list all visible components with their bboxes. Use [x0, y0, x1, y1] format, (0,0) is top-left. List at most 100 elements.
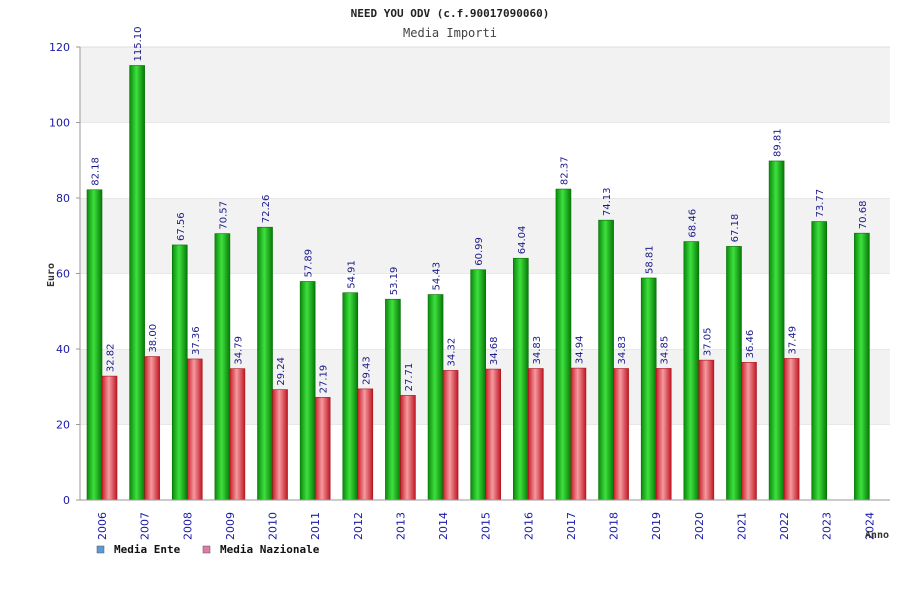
- data-label: 58.81: [645, 245, 656, 274]
- value-labels: 82.18 32.82 115.10 38.00 67.56 37.36 70.57 34.7…: [91, 26, 869, 393]
- bar-media-ente-2014: [427, 294, 444, 501]
- y-tick-label: 20: [56, 419, 70, 432]
- x-tick-label: 2023: [821, 512, 834, 540]
- bar-media-ente-2006: [86, 189, 103, 501]
- y-tick-label: 120: [49, 41, 70, 54]
- data-label: 27.19: [319, 365, 330, 394]
- bar-media-nazionale-2011: [314, 397, 331, 501]
- data-label: 34.68: [489, 336, 500, 365]
- data-label: 29.24: [276, 357, 287, 386]
- legend-swatch-media-nazionale: [202, 545, 211, 554]
- bar-media-ente-2016: [513, 257, 529, 501]
- bar-media-ente-2020: [683, 241, 700, 501]
- bar-media-nazionale-2008: [186, 358, 203, 501]
- data-label: 68.46: [687, 209, 698, 238]
- bar-media-nazionale-2006: [101, 375, 118, 501]
- bar-media-nazionale-2009: [229, 368, 246, 501]
- data-label: 37.05: [702, 327, 713, 356]
- bar-media-nazionale-2013: [400, 395, 416, 501]
- bar-media-ente-2010: [257, 226, 273, 501]
- data-label: 53.19: [389, 267, 400, 296]
- bar-media-ente-2024: [854, 232, 870, 501]
- bar-media-nazionale-2007: [144, 356, 160, 501]
- x-tick-label: 2009: [224, 512, 237, 540]
- x-axis-label: Anno: [865, 530, 889, 541]
- chart-title: NEED YOU ODV (c.f.90017090060): [351, 7, 550, 20]
- data-label: 34.83: [617, 336, 628, 365]
- x-tick-label: 2008: [181, 512, 194, 540]
- data-label: 67.56: [176, 212, 187, 241]
- data-label: 64.04: [517, 226, 528, 255]
- data-label: 72.26: [261, 195, 272, 224]
- data-label: 34.83: [532, 336, 543, 365]
- legend-label-media-nazionale: Media Nazionale: [220, 543, 320, 556]
- data-label: 57.89: [304, 249, 315, 278]
- x-tick-label: 2007: [139, 512, 152, 540]
- bar-media-nazionale-2019: [655, 368, 672, 501]
- legend: Media Ente Media Nazionale: [96, 543, 320, 556]
- y-tick-label: 60: [56, 268, 70, 281]
- y-axis-label: Euro: [46, 263, 57, 287]
- data-label: 34.94: [574, 335, 585, 364]
- y-tick-label: 80: [56, 192, 70, 205]
- data-label: 37.49: [788, 326, 799, 355]
- bar-media-nazionale-2018: [613, 368, 629, 501]
- data-label: 73.77: [815, 189, 826, 218]
- chart-subtitle: Media Importi: [403, 26, 497, 40]
- x-tick-label: 2010: [267, 512, 280, 540]
- bar-media-ente-2023: [811, 221, 828, 501]
- bar-media-nazionale-2012: [357, 388, 374, 501]
- bars: [86, 65, 870, 501]
- bar-media-nazionale-2017: [570, 367, 587, 501]
- bar-media-ente-2011: [299, 281, 316, 501]
- bar-media-ente-2013: [385, 298, 401, 501]
- data-label: 34.32: [447, 338, 458, 367]
- bar-media-nazionale-2010: [272, 389, 288, 501]
- bar-media-nazionale-2020: [698, 359, 715, 501]
- x-tick-label: 2022: [778, 512, 791, 540]
- data-label: 29.43: [361, 356, 372, 385]
- bar-media-nazionale-2015: [485, 368, 501, 501]
- bar-media-ente-2012: [342, 292, 359, 501]
- data-label: 34.85: [660, 336, 671, 365]
- y-tick-label: 0: [63, 494, 70, 507]
- x-tick-label: 2011: [309, 512, 322, 540]
- bar-media-nazionale-2014: [442, 370, 459, 501]
- x-tick-label: 2014: [437, 512, 450, 540]
- legend-label-media-ente: Media Ente: [114, 543, 181, 556]
- data-label: 74.13: [602, 188, 613, 217]
- data-label: 67.18: [730, 214, 741, 243]
- bar-media-ente-2007: [129, 65, 145, 501]
- x-tick-label: 2018: [608, 512, 621, 540]
- data-label: 37.36: [191, 326, 202, 355]
- x-tick-label: 2015: [480, 512, 493, 540]
- data-label: 36.46: [745, 330, 756, 359]
- bar-media-ente-2021: [726, 246, 742, 501]
- grid-band: [80, 47, 890, 123]
- data-label: 54.91: [346, 260, 357, 289]
- y-axis-ticks: 0 20 40 60 80 100 120: [49, 41, 80, 507]
- data-label: 70.68: [858, 201, 869, 230]
- bar-media-ente-2015: [470, 269, 486, 501]
- bar-media-ente-2018: [598, 219, 614, 501]
- data-label: 82.37: [559, 156, 570, 185]
- x-tick-label: 2020: [693, 512, 706, 540]
- x-axis-ticks: 2006 2007 2008 2009 2010 2011 2012 2013 2014 2015…: [96, 512, 876, 540]
- x-tick-label: 2024: [863, 512, 876, 540]
- data-label: 89.81: [773, 128, 784, 157]
- grid-band: [80, 122, 890, 198]
- bar-media-ente-2022: [768, 160, 785, 501]
- x-tick-label: 2012: [352, 512, 365, 540]
- bar-media-ente-2009: [214, 233, 231, 501]
- x-tick-label: 2013: [394, 512, 407, 540]
- data-label: 27.71: [404, 363, 415, 392]
- legend-swatch-media-ente: [96, 545, 105, 554]
- y-tick-label: 100: [49, 117, 70, 130]
- x-tick-label: 2017: [565, 512, 578, 540]
- bar-media-nazionale-2021: [741, 362, 757, 501]
- x-tick-label: 2006: [96, 512, 109, 540]
- x-tick-label: 2021: [735, 512, 748, 540]
- bar-media-nazionale-2022: [783, 358, 800, 501]
- data-label: 70.57: [218, 201, 229, 230]
